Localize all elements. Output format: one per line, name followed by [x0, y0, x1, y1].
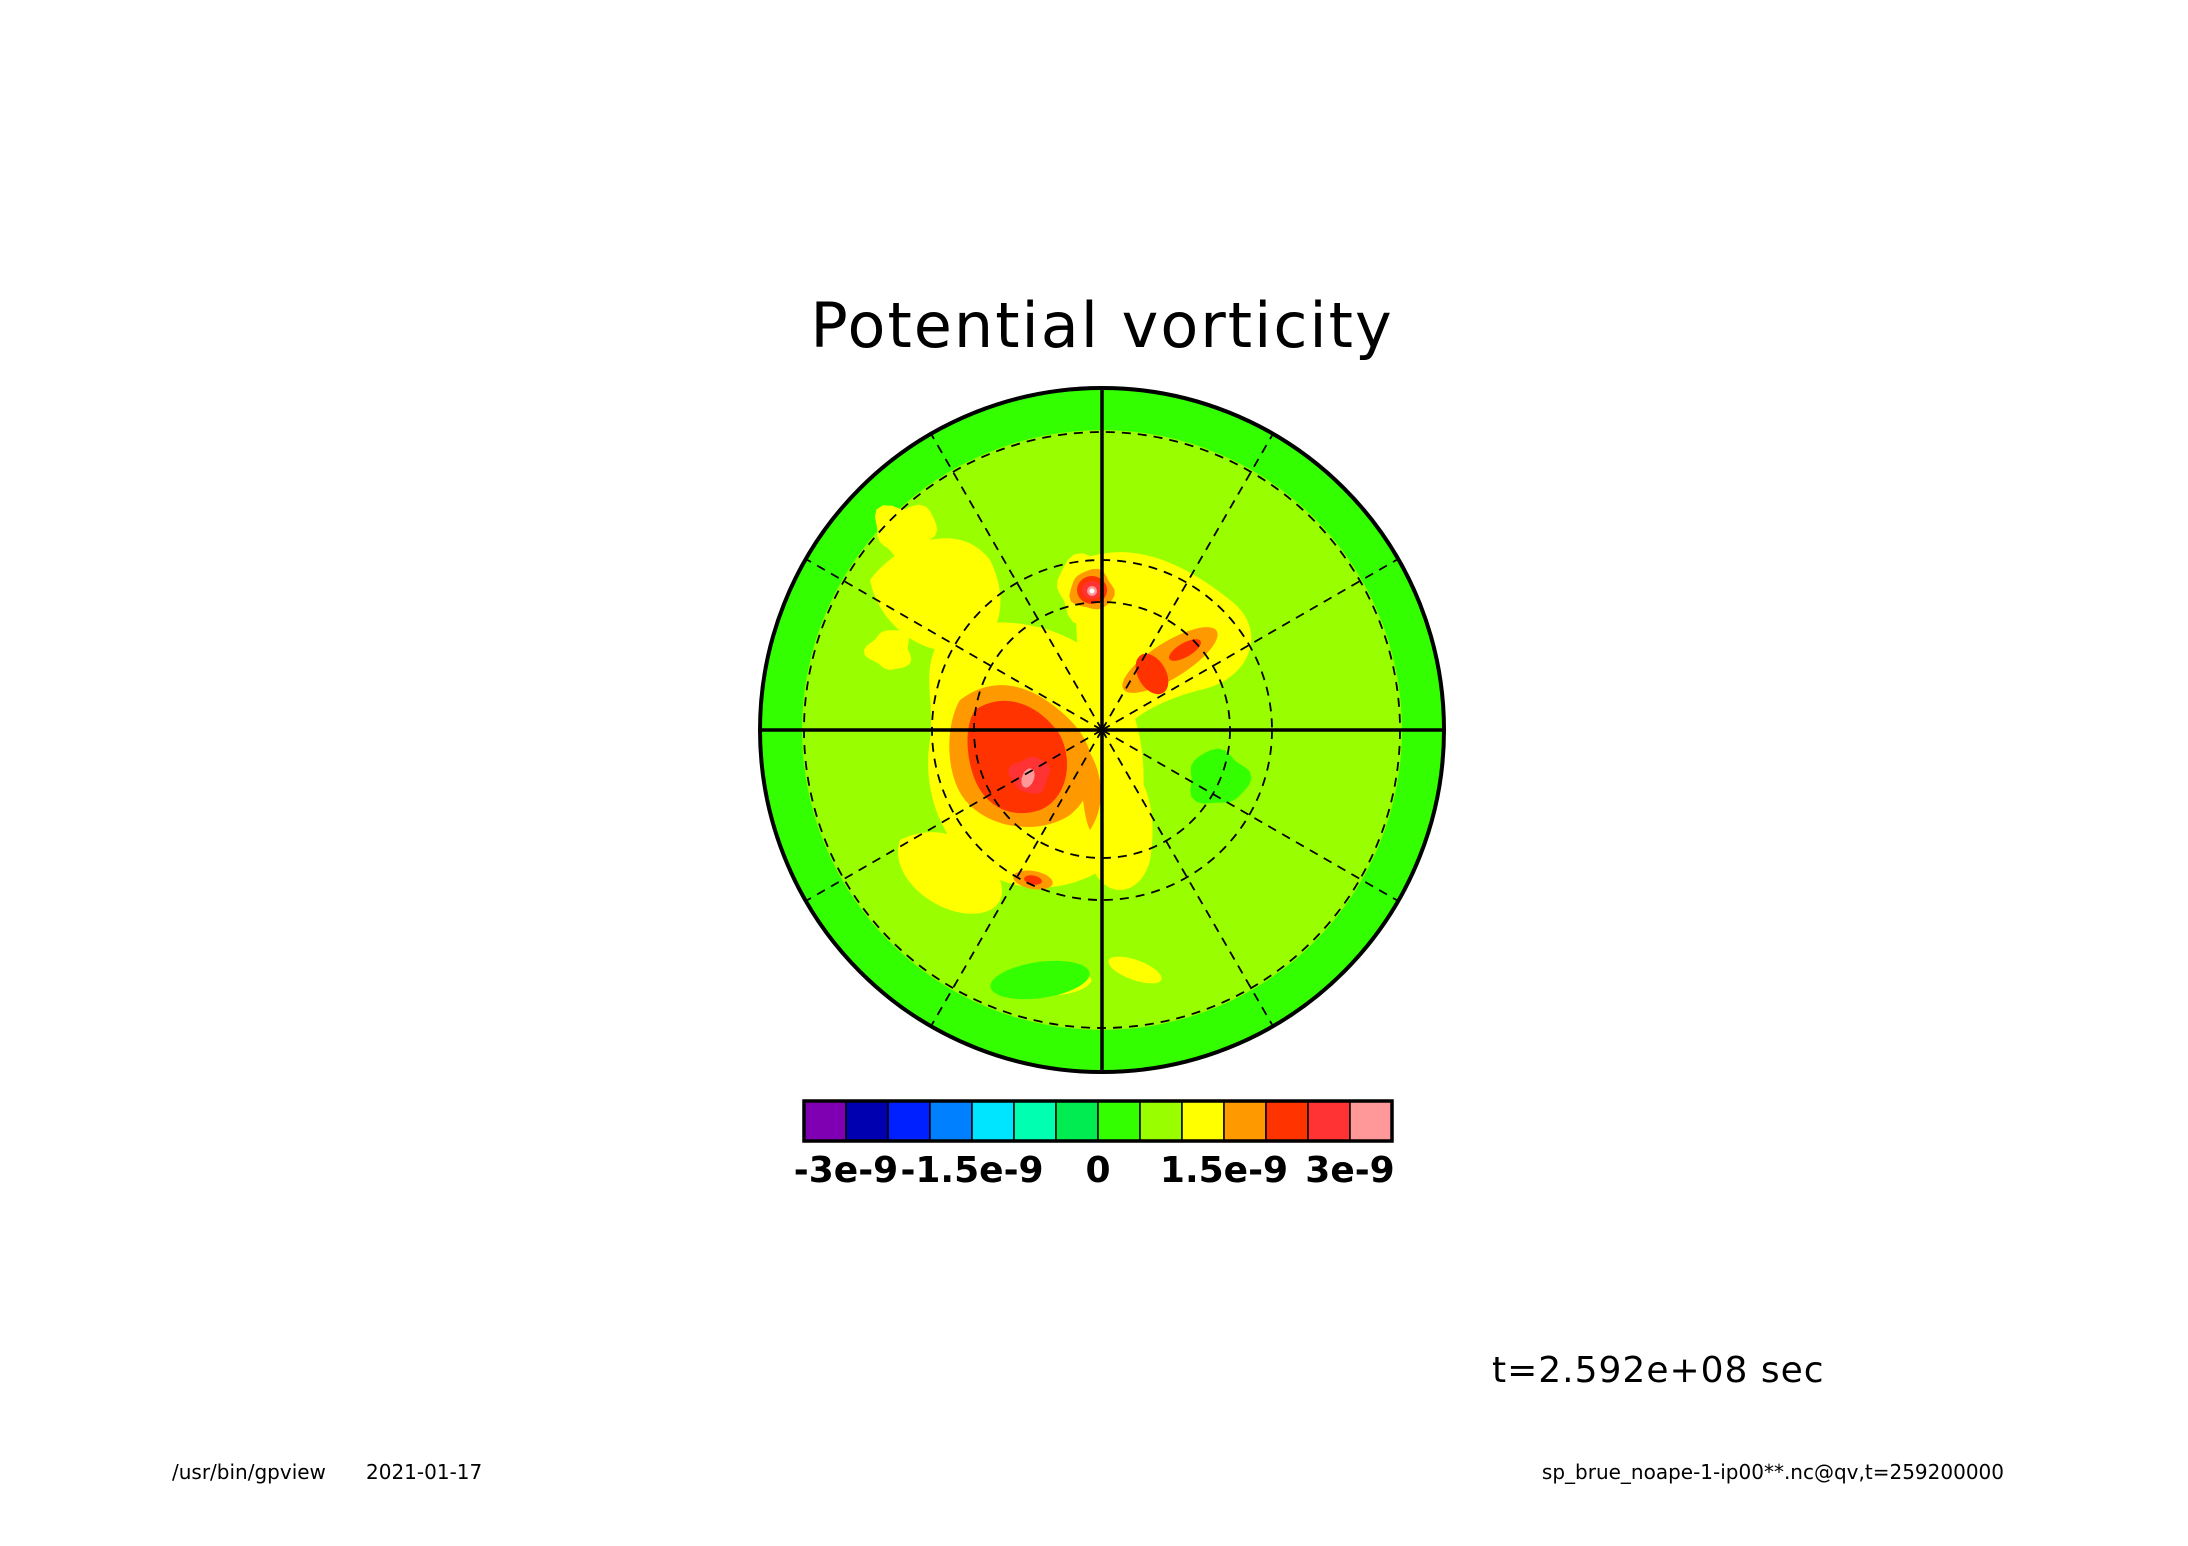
field-pink-sw: [1021, 768, 1035, 788]
colorbar-box: [887, 1100, 931, 1142]
chart-title: Potential vorticity: [810, 289, 1393, 362]
field-green-south: [990, 960, 1090, 1000]
colorbar: -3e-9 -1.5e-9 0 1.5e-9 3e-9: [794, 1099, 1395, 1191]
field-red-ne-small: [1169, 639, 1201, 661]
field-yellow-w: [863, 630, 912, 670]
colorbar-frame: [802, 1099, 1394, 1143]
colorbar-box: [1139, 1100, 1183, 1142]
field-yellow-nw: [870, 538, 1001, 652]
colorbar-tick-label: -3e-9: [794, 1150, 898, 1191]
contour-field: [760, 388, 1444, 1072]
colorbar-tick-label: 3e-9: [1305, 1150, 1394, 1191]
colorbar-box: [1097, 1100, 1141, 1142]
field-white-n: [1089, 588, 1095, 594]
colorbar-box: [1349, 1100, 1393, 1142]
field-red-ne: [1135, 653, 1169, 695]
colorbar-box: [1223, 1100, 1267, 1142]
footer-source: sp_brue_noape-1-ip00**.nc@qv,t=259200000: [1542, 1460, 2004, 1484]
field-yellow-se-streak: [1108, 956, 1162, 984]
colorbar-box: [1013, 1100, 1057, 1142]
map-boundary: [758, 386, 1446, 1074]
footer-date: 2021-01-17: [366, 1460, 482, 1484]
colorbar-box: [1265, 1100, 1309, 1142]
colorbar-box: [1181, 1100, 1225, 1142]
colorbar-box: [803, 1100, 847, 1142]
field-yellow-sw: [898, 832, 1002, 914]
footer-program: /usr/bin/gpview: [172, 1460, 326, 1484]
colorbar-box: [1055, 1100, 1099, 1142]
colorbar-box: [971, 1100, 1015, 1142]
colorbar-tick-label: 0: [1085, 1150, 1110, 1191]
field-orange-crescent: [1070, 740, 1101, 830]
colorbar-box: [845, 1100, 889, 1142]
map-grid: [760, 388, 1444, 1072]
colorbar-box: [1307, 1100, 1351, 1142]
colorbar-box: [929, 1100, 973, 1142]
time-label: t=2.592e+08 sec: [1492, 1350, 1825, 1391]
polar-map: [758, 386, 1446, 1074]
colorbar-tick-label: 1.5e-9: [1160, 1150, 1288, 1191]
colorbar-tick-label: -1.5e-9: [900, 1150, 1043, 1191]
